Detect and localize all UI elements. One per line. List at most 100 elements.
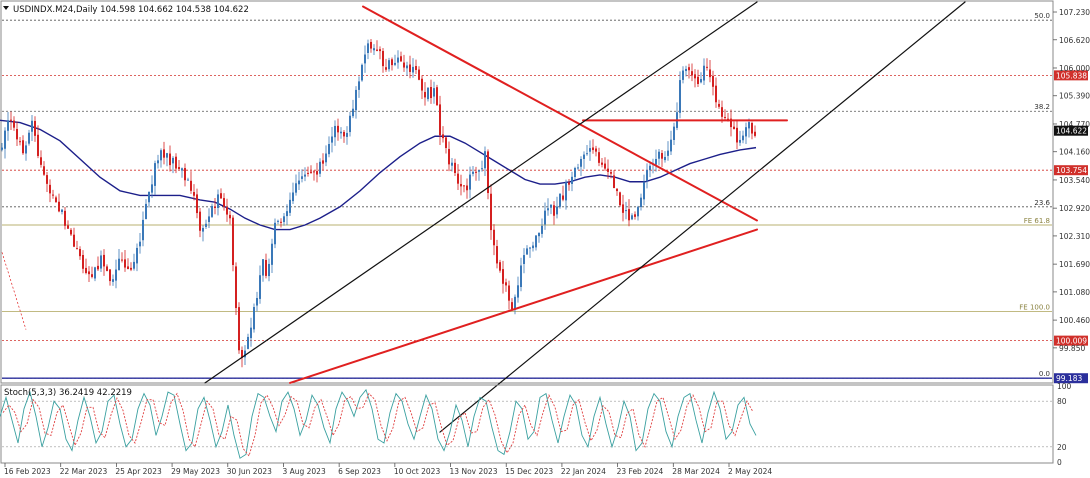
candle-body xyxy=(181,168,183,171)
candle xyxy=(10,111,12,131)
candle-body xyxy=(358,81,360,90)
candle xyxy=(577,163,579,170)
candle xyxy=(319,158,321,177)
candle xyxy=(208,208,210,228)
candle xyxy=(235,262,237,316)
candle xyxy=(673,122,675,145)
candle xyxy=(481,160,483,172)
candle xyxy=(442,126,444,143)
candle xyxy=(688,63,690,79)
candle-body xyxy=(271,243,273,265)
candle xyxy=(469,166,471,199)
candle-body xyxy=(598,152,600,163)
red-trendline[interactable] xyxy=(362,5,758,222)
candle xyxy=(601,157,603,168)
candle xyxy=(391,57,393,71)
candle xyxy=(613,170,615,189)
candle xyxy=(649,161,651,178)
candle xyxy=(79,246,81,260)
candle-body xyxy=(670,139,672,152)
candle xyxy=(106,264,108,272)
candle-body xyxy=(196,194,198,214)
candle-body xyxy=(10,119,12,121)
candle-body xyxy=(451,162,453,166)
candle xyxy=(172,156,174,174)
candle xyxy=(157,154,159,169)
candle xyxy=(100,250,102,272)
candle-body xyxy=(22,140,24,154)
candle-body xyxy=(499,262,501,271)
candle xyxy=(748,118,750,138)
stochastic-main-line xyxy=(0,388,757,459)
candle-body xyxy=(46,175,48,184)
candle xyxy=(529,246,531,258)
candle-body xyxy=(694,74,696,79)
candle-body xyxy=(442,134,444,139)
candle-body xyxy=(739,139,741,143)
candle xyxy=(406,61,408,76)
date-axis: 16 Feb 2023 22 Mar 2023 25 Apr 2023 29 May … xyxy=(4,463,772,476)
candle-body xyxy=(229,214,231,219)
candle-body xyxy=(682,70,684,80)
candle-body xyxy=(256,298,258,306)
candle-body xyxy=(400,56,402,62)
candle-body xyxy=(718,103,720,107)
candle-body xyxy=(70,229,72,235)
channel-line[interactable] xyxy=(439,1,966,433)
candle-body xyxy=(502,269,504,284)
red-trendline[interactable] xyxy=(289,228,758,384)
date-axis-label: 30 Jun 2023 xyxy=(227,467,272,476)
candle-body xyxy=(649,165,651,171)
candle-body xyxy=(205,223,207,227)
candle-body xyxy=(85,267,87,273)
stochastic-title: Stoch(5,3,3) 36.2419 42.2219 xyxy=(4,388,132,398)
candle-body xyxy=(337,125,339,133)
candle-body xyxy=(634,214,636,217)
stochastic-axis-label: 20 xyxy=(1057,443,1067,452)
candle xyxy=(520,257,522,292)
symbol-title: USDINDX.M24,Daily 104.598 104.662 104.53… xyxy=(13,5,249,15)
candle-body xyxy=(430,86,432,99)
candle-body xyxy=(715,85,717,103)
candle-body xyxy=(421,78,423,91)
candle-body xyxy=(406,65,408,69)
dropdown-triangle-icon[interactable] xyxy=(3,6,9,10)
candle-body xyxy=(364,54,366,64)
candle-body xyxy=(610,172,612,174)
candle xyxy=(61,208,63,215)
price-tag xyxy=(1054,335,1088,346)
candle xyxy=(313,169,315,181)
candle xyxy=(112,274,114,286)
candle xyxy=(265,253,267,279)
candle-body xyxy=(79,248,81,257)
candle-body xyxy=(493,229,495,246)
candle xyxy=(181,167,183,178)
candle-body xyxy=(535,235,537,248)
date-axis-label: 15 Dec 2023 xyxy=(505,467,553,476)
candle xyxy=(280,218,282,228)
candle-body xyxy=(586,153,588,155)
candle-body xyxy=(64,210,66,226)
candle xyxy=(166,152,168,167)
candle xyxy=(349,111,351,137)
candle xyxy=(346,126,348,145)
candle xyxy=(322,153,324,171)
stochastic-axis: 100 80 20 0 xyxy=(1057,382,1072,467)
candle xyxy=(685,65,687,77)
channel-line[interactable] xyxy=(204,1,758,384)
candle xyxy=(178,160,180,170)
candle xyxy=(283,212,285,226)
candle xyxy=(250,317,252,347)
stochastic-pane[interactable]: Stoch(5,3,3) 36.2419 42.2219 xyxy=(0,384,1054,464)
trendlines[interactable] xyxy=(204,1,966,433)
candle xyxy=(271,238,273,274)
candle xyxy=(580,156,582,176)
candle xyxy=(142,211,144,247)
date-axis-label: 28 Mar 2024 xyxy=(672,467,720,476)
candle xyxy=(532,241,534,252)
candle-body xyxy=(433,88,435,97)
candle xyxy=(109,269,111,286)
candle-body xyxy=(667,150,669,156)
price-pane[interactable]: 50.0 38.2 23.6 FE 61.8 FE 100.0 0.0 USDINDX.M… xyxy=(0,0,1054,433)
